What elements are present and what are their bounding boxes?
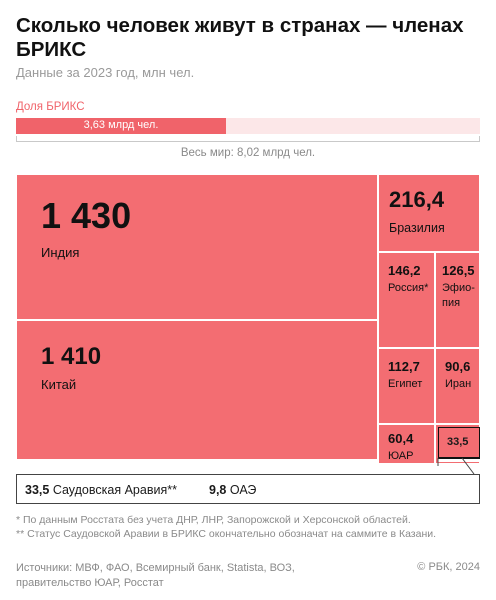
sources: Источники: МВФ, ФАО, Всемирный банк, Sta… — [16, 562, 295, 589]
uae-tile — [438, 458, 480, 462]
small-countries-callout: 33,5 Саудовская Аравия** 9,8 ОАЭ — [16, 474, 480, 504]
callout-saudi: 33,5 Саудовская Аравия** — [25, 483, 177, 497]
treemap-tile: 112,7 Египет — [378, 348, 435, 424]
treemap-tile: 126,5 Эфио-пия — [435, 252, 480, 348]
population-treemap: 1 430 Индия 1 410 Китай 216,4 Бразилия 146,2 Ро… — [16, 174, 480, 464]
tile-value: 33,5 — [447, 436, 469, 448]
tile-value: 1 430 — [41, 195, 132, 236]
treemap-tile: 90,6 Иран — [435, 348, 480, 424]
treemap-tile: 60,4 ЮАР — [378, 424, 435, 464]
saudi-arabia-tile: 33,5 — [438, 427, 480, 458]
footnotes: * По данным Росстата без учета ДНР, ЛНР,… — [16, 513, 486, 541]
chart-subtitle: Данные за 2023 год, млн чел. — [16, 65, 195, 80]
treemap-tile: 1 430 Индия — [16, 174, 378, 320]
treemap-tile: 1 410 Китай — [16, 320, 378, 460]
brics-share-label: Доля БРИКС — [16, 101, 85, 113]
tile-country: Египет — [388, 378, 423, 390]
footnote-1: * По данным Росстата без учета ДНР, ЛНР,… — [16, 514, 411, 526]
callout-saudi-value: 33,5 — [25, 483, 50, 497]
tile-country: Индия — [41, 245, 80, 260]
tile-country: Китай — [41, 377, 77, 392]
brics-share-value: 3,63 млрд чел. — [83, 119, 159, 131]
treemap-tile: 216,4 Бразилия — [378, 174, 480, 252]
callout-uae: 9,8 ОАЭ — [209, 483, 256, 497]
tile-value: 90,6 — [445, 359, 471, 374]
world-population-label: Весь мир: 8,02 млрд чел. — [180, 147, 316, 159]
tile-country: ЮАР — [388, 450, 414, 462]
tile-country: Бразилия — [389, 221, 445, 235]
tile-value: 126,5 — [442, 263, 475, 278]
tile-country: Эфио-пия — [442, 282, 475, 309]
tile-value: 1 410 — [41, 343, 102, 370]
callout-uae-label: ОАЭ — [229, 483, 257, 497]
chart-title: Сколько человек живут в странах — членах… — [16, 14, 464, 61]
tile-country: Иран — [445, 378, 472, 390]
footnote-2: ** Статус Саудовской Аравии в БРИКС окон… — [16, 528, 437, 540]
treemap-tile: 146,2 Россия* — [378, 252, 435, 348]
tile-value: 146,2 — [388, 263, 421, 278]
tile-value: 112,7 — [388, 359, 420, 374]
tile-value: 60,4 — [388, 431, 414, 446]
tile-value: 216,4 — [389, 187, 445, 212]
world-bracket — [16, 136, 480, 142]
callout-saudi-label: Саудовская Аравия** — [52, 483, 177, 497]
brics-share-bar: 3,63 млрд чел. — [16, 118, 226, 134]
tile-country: Россия* — [388, 282, 429, 294]
copyright: © РБК, 2024 — [417, 561, 480, 573]
world-population-bar: 3,63 млрд чел. — [16, 118, 480, 134]
callout-uae-value: 9,8 — [209, 483, 227, 497]
